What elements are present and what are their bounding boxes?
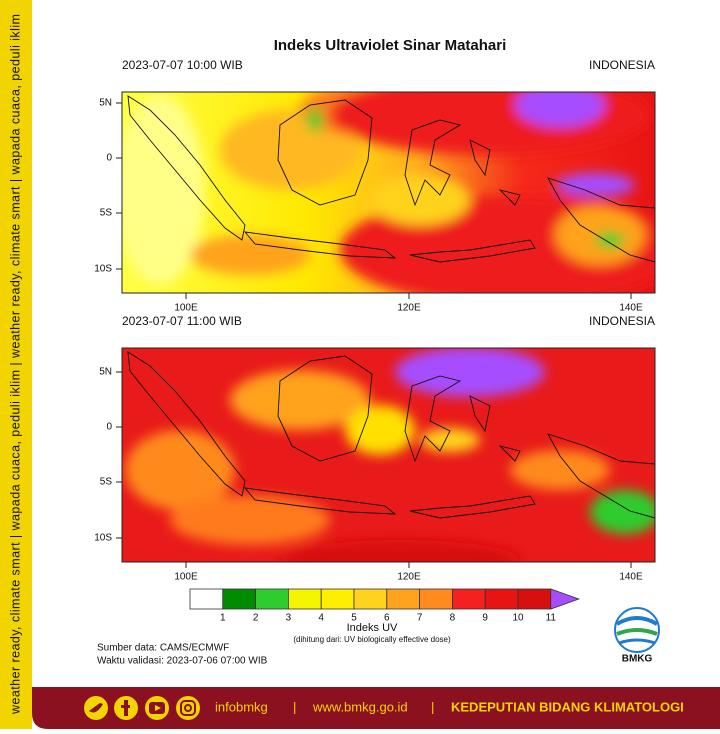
uv-map — [122, 348, 655, 562]
colorbar-swatch — [222, 588, 257, 610]
region: INDONESIA — [589, 314, 655, 328]
logo-text: BMKG — [622, 654, 653, 665]
map-frame — [121, 91, 656, 294]
colorbar-label: 4 — [318, 613, 324, 624]
lat-label: 10S — [94, 264, 112, 275]
lon-label: 140E — [619, 303, 643, 314]
social-icons — [84, 696, 200, 720]
bmkg-logo: BMKG — [614, 607, 660, 665]
lon-label: 120E — [397, 572, 421, 583]
colorbar-swatch — [386, 588, 420, 610]
colorbar-swatch — [517, 588, 552, 610]
colorbar-arrow — [550, 588, 580, 610]
footer-department: KEDEPUTIAN BIDANG KLIMATOLOGI — [451, 699, 684, 714]
colorbar-swatch — [451, 588, 486, 610]
valid-time: 2023-07-07 11:00 WIB — [122, 314, 242, 328]
lat-label: 5N — [99, 98, 112, 109]
map-frame — [121, 347, 656, 563]
colorbar-label: 5 — [351, 613, 357, 624]
sidebar — [0, 0, 32, 729]
footer-handle: infobmkg — [215, 699, 268, 714]
validation-note: Waktu validasi: 2023-07-06 07:00 WIB — [97, 656, 268, 667]
colorbar-label: 6 — [384, 613, 390, 624]
lon-label: 100E — [174, 572, 198, 583]
legend-subtitle: (dihitung dari: UV biologically effectiv… — [293, 635, 451, 644]
lat-label: 5N — [99, 367, 112, 378]
lat-label: 5S — [100, 477, 113, 488]
lat-label: 0 — [106, 422, 112, 433]
colorbar-swatch — [484, 588, 519, 610]
footer-band — [32, 687, 720, 729]
uv-map — [122, 92, 655, 293]
sidebar-text: weather ready, climate smart | wapada cu… — [8, 14, 22, 715]
colorbar-label: 7 — [417, 613, 423, 624]
lat-label: 10S — [94, 533, 112, 544]
title: Indeks Ultraviolet Sinar Matahari — [274, 37, 507, 54]
lat-label: 5S — [100, 208, 113, 219]
lon-label: 120E — [397, 303, 421, 314]
colorbar-swatch — [287, 588, 322, 610]
valid-time: 2023-07-07 10:00 WIB — [122, 58, 243, 72]
footer-website: www.bmkg.go.id — [312, 699, 408, 714]
legend-title: Indeks UV — [347, 622, 398, 634]
colorbar-label: 2 — [253, 613, 259, 624]
lon-label: 100E — [174, 303, 198, 314]
colorbar-label: 9 — [482, 613, 488, 624]
colorbar-swatch — [255, 588, 289, 610]
colorbar: 1 2 3 4 5 6 7 8 9 10 11 — [189, 588, 580, 624]
colorbar-label: 8 — [450, 613, 456, 624]
colorbar-label: 11 — [546, 613, 557, 624]
colorbar-label: 10 — [512, 613, 524, 624]
footer-separator: | — [293, 699, 296, 714]
footer-separator: | — [431, 699, 434, 714]
source-note: Sumber data: CAMS/ECMWF — [97, 643, 229, 654]
colorbar-label: 1 — [220, 613, 226, 624]
region: INDONESIA — [589, 58, 655, 72]
colorbar-swatch — [320, 588, 355, 610]
lat-label: 0 — [106, 153, 112, 164]
colorbar-swatch — [353, 588, 388, 610]
colorbar-swatch — [189, 588, 224, 610]
colorbar-swatch — [419, 588, 453, 610]
colorbar-label: 3 — [286, 613, 292, 624]
lon-label: 140E — [619, 572, 643, 583]
